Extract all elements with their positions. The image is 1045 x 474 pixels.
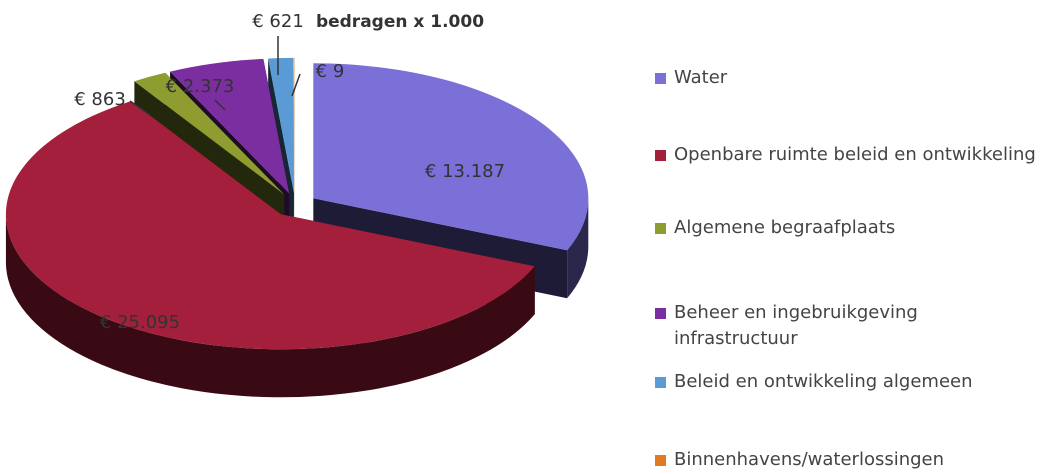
leader-line (291, 73, 301, 97)
slice (5, 101, 535, 350)
data-label: € 25.095 (100, 312, 180, 333)
chart-subtitle: bedragen x 1.000 (316, 12, 484, 32)
legend-item: Openbare ruimte beleid en ontwikkeling (655, 142, 1040, 168)
legend-swatch (655, 308, 666, 319)
legend-item: Binnenhavens/waterlossingen (655, 447, 1040, 473)
slice (170, 58, 290, 194)
legend-item: Algemene begraafplaats (655, 215, 1040, 241)
legend-item: Beheer en ingebruikgeving infrastructuur (655, 300, 1040, 352)
legend-label: Algemene begraafplaats (674, 217, 896, 238)
legend-item: Beleid en ontwikkeling algemeen (655, 369, 1040, 395)
data-label: € 2.373 (166, 76, 235, 97)
data-label: € 621 (252, 11, 304, 32)
legend-swatch (655, 150, 666, 161)
legend-label: Beheer en ingebruikgeving infrastructuur (674, 302, 918, 349)
slice-wall (5, 214, 535, 398)
legend-label: Beleid en ontwikkeling algemeen (674, 371, 973, 392)
data-label: € 9 (316, 61, 345, 82)
data-label: € 13.187 (425, 161, 505, 182)
slice-wall (567, 198, 589, 299)
legend-label: Water (674, 67, 728, 88)
data-label: € 863 (74, 89, 126, 110)
slice (313, 63, 589, 251)
leader-line (214, 99, 226, 111)
legend-swatch (655, 73, 666, 84)
legend-swatch (655, 223, 666, 234)
legend-label: Binnenhavens/waterlossingen (674, 449, 945, 470)
chart: bedragen x 1.000 € 13.187 € 25.095 € 863 € … (5, 11, 589, 398)
legend-label: Openbare ruimte beleid en ontwikkeling (674, 144, 1036, 165)
legend-swatch (655, 377, 666, 388)
leader-line (129, 100, 151, 116)
legend-swatch (655, 455, 666, 466)
legend-item: Water (655, 65, 1040, 91)
slice (268, 57, 294, 193)
slice (134, 72, 285, 195)
